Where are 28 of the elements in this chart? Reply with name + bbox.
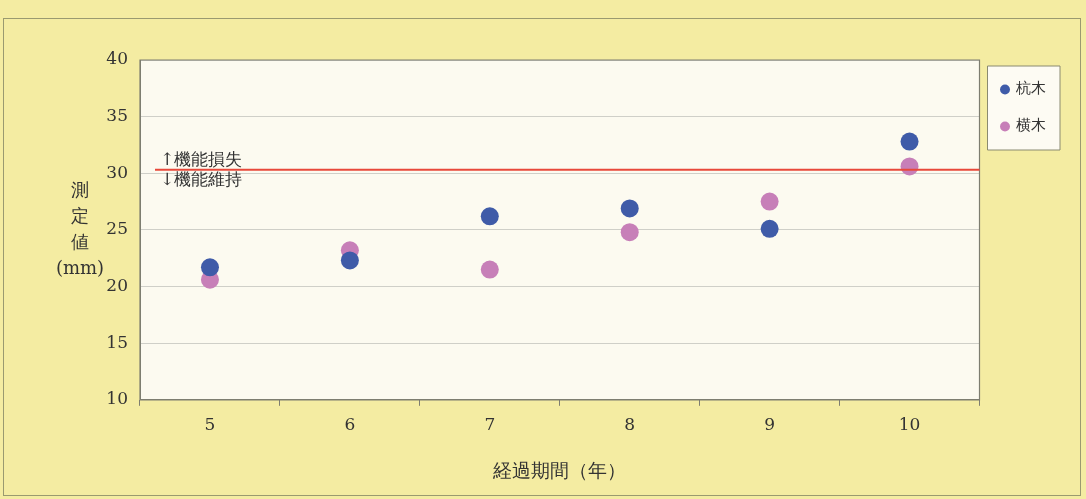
x-tick-label: 6 (344, 414, 356, 435)
x-tick-label: 5 (204, 414, 216, 435)
point (340, 251, 359, 270)
point (760, 192, 779, 211)
x-tick-label: 10 (898, 414, 921, 435)
y-tick-label: 25 (106, 218, 128, 239)
y-tick-label: 10 (106, 388, 128, 409)
y-tick-label: 20 (106, 274, 128, 295)
x-tick-label: 9 (764, 414, 776, 435)
annotation: ↑機能損失 (160, 148, 243, 169)
point (760, 219, 779, 238)
point (480, 207, 499, 226)
y-tick-label: 40 (106, 48, 128, 69)
legend-label: 横木 (1016, 116, 1046, 135)
annotation: ↓機能維持 (160, 168, 243, 189)
point (620, 199, 639, 218)
x-tick-label: 7 (484, 414, 496, 435)
y-axis-title: 測定値(mm) (55, 178, 105, 278)
point (620, 223, 639, 242)
y-tick-label: 35 (106, 105, 128, 126)
legend-label: 杭木 (1015, 79, 1046, 98)
point (480, 260, 499, 279)
x-axis-title: 経過期間（年） (492, 458, 627, 481)
point (200, 258, 219, 277)
point (900, 132, 919, 151)
x-tick-label: 8 (624, 414, 636, 435)
y-tick-label: 30 (106, 161, 128, 182)
y-tick-label: 15 (106, 331, 128, 352)
